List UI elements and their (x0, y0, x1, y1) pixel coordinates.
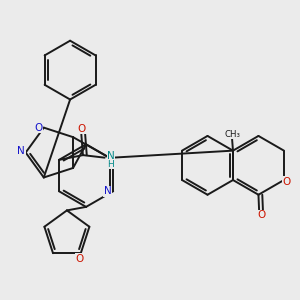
Text: N: N (103, 186, 111, 196)
Text: N: N (17, 146, 25, 156)
Text: O: O (77, 124, 86, 134)
Text: O: O (34, 123, 43, 133)
Text: CH₃: CH₃ (224, 130, 240, 139)
Text: O: O (75, 254, 83, 264)
Text: H: H (107, 160, 114, 169)
Text: O: O (257, 210, 265, 220)
Text: N: N (107, 152, 115, 161)
Text: O: O (282, 177, 291, 187)
